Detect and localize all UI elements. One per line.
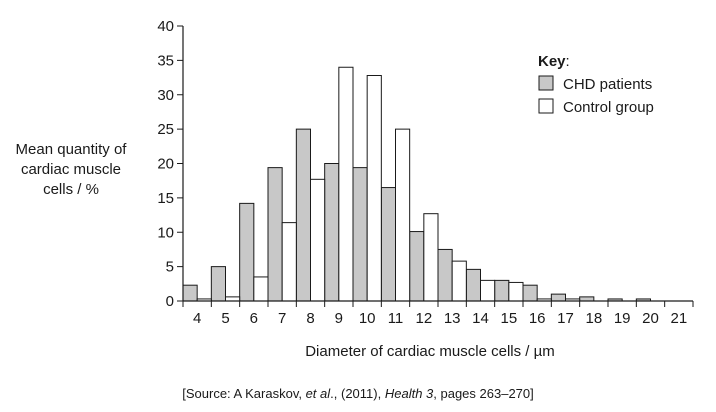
legend-title: Key: <box>538 53 570 70</box>
x-tick-label-8: 8 <box>306 310 314 327</box>
legend-label-chd: CHD patients <box>563 76 652 93</box>
bar-chd-6.5 <box>267 167 283 302</box>
x-tick-label-18: 18 <box>585 310 602 327</box>
x-tick-label-16: 16 <box>529 310 546 327</box>
x-tick-label-19: 19 <box>614 310 631 327</box>
chd-bars <box>182 128 651 302</box>
bar-control-13.5 <box>480 279 496 302</box>
legend: Key: CHD patients Control group <box>538 53 654 116</box>
bar-control-12.5 <box>451 260 467 302</box>
bar-control-5.5 <box>253 276 269 302</box>
x-tick-label-7: 7 <box>278 310 286 327</box>
x-tick-label-17: 17 <box>557 310 574 327</box>
y-tick-label-40: 40 <box>157 18 174 35</box>
y-axis-title: Mean quantity of cardiac muscle cells / … <box>0 140 142 200</box>
bar-chd-3.5 <box>182 284 198 302</box>
y-tick-label-25: 25 <box>157 121 174 138</box>
bar-control-4.5 <box>225 296 241 302</box>
bar-control-8.5 <box>338 66 354 302</box>
bar-control-14.5 <box>508 281 524 302</box>
x-tick-label-21: 21 <box>670 310 687 327</box>
y-tick-label-20: 20 <box>157 156 174 173</box>
legend-label-control: Control group <box>563 99 654 116</box>
x-tick-label-11: 11 <box>388 310 404 327</box>
x-tick-label-20: 20 <box>642 310 659 327</box>
x-tick-label-4: 4 <box>193 310 201 327</box>
y-tick-label-0: 0 <box>166 293 174 310</box>
bar-chd-8.5 <box>324 163 340 302</box>
y-axis-title-line-1: Mean quantity of <box>15 141 127 158</box>
bar-chd-9.5 <box>352 167 368 302</box>
x-tick-label-6: 6 <box>250 310 258 327</box>
x-tick-label-5: 5 <box>221 310 229 327</box>
y-tick-label-10: 10 <box>157 224 174 241</box>
bar-chd-16.5 <box>550 293 566 302</box>
bar-control-7.5 <box>310 178 326 302</box>
x-tick-label-13: 13 <box>444 310 461 327</box>
bar-chd-15.5 <box>522 284 538 302</box>
bar-chd-17.5 <box>579 296 595 302</box>
x-tick-label-12: 12 <box>415 310 432 327</box>
x-tick-label-10: 10 <box>359 310 376 327</box>
source-citation: [Source: A Karaskov, et al., (2011), Hea… <box>182 386 534 401</box>
bar-control-11.5 <box>423 213 439 302</box>
bar-chd-5.5 <box>239 202 255 302</box>
legend-swatch-control <box>538 98 554 114</box>
bar-chd-7.5 <box>295 128 312 302</box>
x-tick-label-15: 15 <box>500 310 517 327</box>
y-tick-label-30: 30 <box>157 87 174 104</box>
x-ticks: 4 5 6 7 8 9 10 11 12 13 14 15 16 17 18 19 20 21 <box>182 301 694 327</box>
bar-chd-12.5 <box>437 248 453 302</box>
y-ticks: 0 5 10 15 20 25 30 35 40 <box>157 18 183 310</box>
bar-chd-11.5 <box>409 231 425 302</box>
y-tick-label-5: 5 <box>166 259 174 276</box>
x-axis-title: Diameter of cardiac muscle cells / µm <box>305 343 555 360</box>
bar-chd-13.5 <box>465 268 482 302</box>
x-tick-label-9: 9 <box>335 310 343 327</box>
y-axis-title-line-2: cardiac muscle <box>20 161 122 178</box>
legend-swatch-chd <box>538 75 554 91</box>
bar-chd-10.5 <box>380 187 397 302</box>
bar-control-6.5 <box>281 222 297 302</box>
bar-chd-4.5 <box>210 266 226 302</box>
y-tick-label-35: 35 <box>157 52 174 69</box>
y-axis-title-line-3: cells / % <box>43 181 99 198</box>
bar-control-10.5 <box>395 128 411 302</box>
y-tick-label-15: 15 <box>157 190 174 207</box>
x-tick-label-14: 14 <box>472 310 489 327</box>
bar-chd-14.5 <box>494 279 510 302</box>
bar-control-9.5 <box>366 75 382 302</box>
